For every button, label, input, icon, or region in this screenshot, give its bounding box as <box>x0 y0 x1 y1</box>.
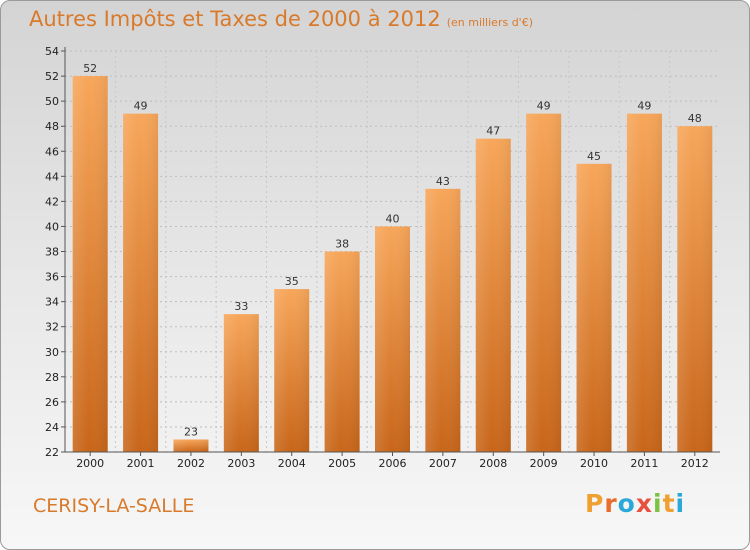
y-tick-label: 38 <box>45 246 59 259</box>
data-label: 45 <box>587 150 601 163</box>
data-label: 43 <box>436 175 450 188</box>
x-tick-label: 2011 <box>630 457 658 470</box>
y-tick-label: 52 <box>45 70 59 83</box>
y-tick-label: 26 <box>45 396 59 409</box>
bar-highlight <box>223 314 259 452</box>
y-tick-label: 32 <box>45 321 59 334</box>
chart-unit-note: (en milliers d'€) <box>446 16 533 29</box>
x-tick-label: 2012 <box>681 457 709 470</box>
logo-letter: x <box>635 489 653 518</box>
x-tick-label: 2003 <box>227 457 255 470</box>
logo-letter: i <box>653 489 663 518</box>
bar-highlight <box>475 138 511 452</box>
x-tick-label: 2000 <box>76 457 104 470</box>
y-tick-label: 50 <box>45 95 59 108</box>
chart-title-block: Autres Impôts et Taxes de 2000 à 2012 (en… <box>29 7 533 31</box>
y-tick-label: 22 <box>45 446 59 459</box>
data-label: 52 <box>83 62 97 75</box>
bar-highlight <box>576 163 612 452</box>
logo-letter: P <box>585 489 605 518</box>
location-name: CERISY-LA-SALLE <box>33 495 195 517</box>
bar-highlight <box>274 289 310 452</box>
bar-highlight <box>324 251 360 452</box>
y-tick-label: 40 <box>45 220 59 233</box>
bar-highlight <box>173 439 209 452</box>
y-tick-label: 54 <box>45 45 59 58</box>
data-label: 48 <box>688 112 702 125</box>
x-tick-label: 2004 <box>278 457 306 470</box>
x-tick-label: 2005 <box>328 457 356 470</box>
data-label: 23 <box>184 425 198 438</box>
x-tick-label: 2008 <box>479 457 507 470</box>
bar-highlight <box>677 126 713 452</box>
bar-highlight <box>526 113 562 452</box>
x-tick-label: 2002 <box>177 457 205 470</box>
x-tick-label: 2009 <box>530 457 558 470</box>
chart-title: Autres Impôts et Taxes de 2000 à 2012 <box>29 7 441 31</box>
y-tick-label: 30 <box>45 346 59 359</box>
x-tick-label: 2010 <box>580 457 608 470</box>
bar-highlight <box>425 188 461 452</box>
y-tick-label: 42 <box>45 195 59 208</box>
data-label: 35 <box>285 275 299 288</box>
y-tick-label: 44 <box>45 170 59 183</box>
bar-highlight <box>123 113 159 452</box>
logo-letter: i <box>675 489 686 518</box>
proxiti-logo: Proxiti <box>585 489 685 518</box>
y-tick-label: 46 <box>45 145 59 158</box>
y-tick-label: 48 <box>45 120 59 133</box>
y-tick-label: 28 <box>45 371 59 384</box>
data-label: 33 <box>234 300 248 313</box>
bar-highlight <box>375 226 410 452</box>
y-tick-label: 24 <box>45 421 59 434</box>
y-tick-label: 36 <box>45 271 59 284</box>
data-label: 49 <box>637 100 651 113</box>
logo-letter: t <box>662 489 676 518</box>
logo-letter: o <box>617 489 636 518</box>
y-tick-label: 34 <box>45 296 59 309</box>
x-tick-label: 2001 <box>127 457 155 470</box>
data-label: 49 <box>134 100 148 113</box>
data-label: 40 <box>386 212 400 225</box>
x-tick-label: 2006 <box>379 457 407 470</box>
bar-highlight <box>72 76 108 452</box>
data-label: 47 <box>486 125 500 138</box>
x-tick-label: 2007 <box>429 457 457 470</box>
data-label: 49 <box>537 100 551 113</box>
logo-letter: r <box>604 489 618 518</box>
bar-highlight <box>626 113 662 452</box>
data-label: 38 <box>335 238 349 251</box>
